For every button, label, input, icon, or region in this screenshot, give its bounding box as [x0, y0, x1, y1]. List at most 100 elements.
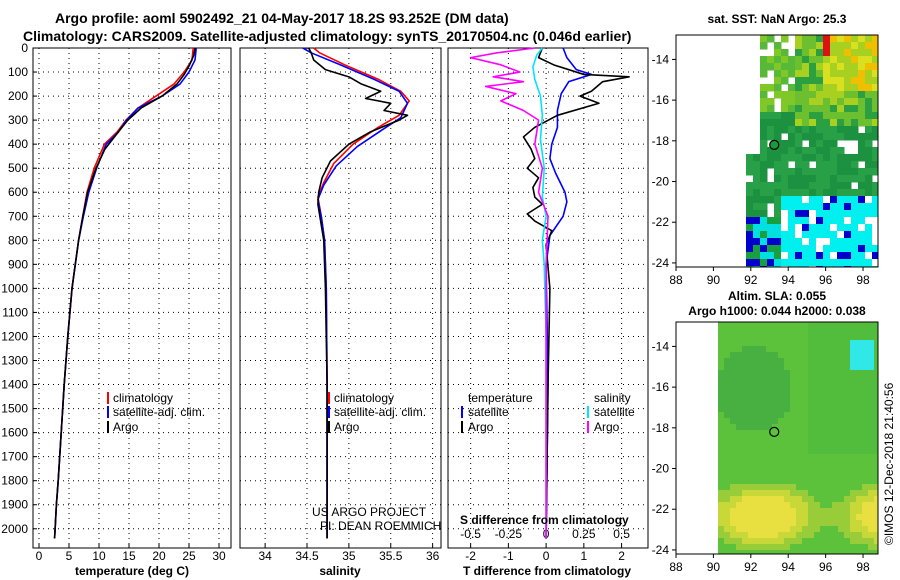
x-tick-label: 1	[581, 549, 588, 563]
y-tick-label: 1800	[1, 474, 28, 488]
y-tick-label: 1200	[1, 329, 28, 343]
pressure-axis: 0 100 200 300 400 500 600 700 800 900 1000 1100 1200…	[1, 41, 37, 536]
s-tick-label: -0.25	[495, 527, 523, 541]
salinity-lines	[302, 47, 410, 539]
y-tick-label: 300	[8, 113, 28, 127]
y-tick-label: 700	[8, 209, 28, 223]
x-tick-label: 10	[92, 549, 106, 563]
y-tick-label: 0	[21, 41, 28, 55]
sst-map-frame	[675, 34, 879, 268]
temperature-x-label: temperature (deg C)	[75, 564, 189, 578]
series-line-salinity-satellite	[532, 47, 547, 539]
map-y-tick-label: -20	[652, 462, 670, 476]
y-tick-label: 100	[8, 65, 28, 79]
map-y-tick-label: -16	[652, 93, 670, 107]
difference-legend: temperature satellite Argo salinity sate…	[461, 391, 635, 434]
profile-x-axes: 0 5 10 15 20 25 30 34 34.5 35 35.5 36 -2 -1 0 1 2 -0.5 -0.…	[36, 527, 631, 563]
sla-map-title-line1: Altim. SLA: 0.055	[728, 289, 826, 303]
legend-label-sal-argo: Argo	[594, 420, 620, 434]
x-tick-label: 35.5	[379, 549, 403, 563]
legend-label-argo: Argo	[334, 420, 360, 434]
imos-credit: ©IMOS 12-Dec-2018 21:40:56	[882, 382, 896, 545]
x-tick-label: 2	[618, 549, 625, 563]
legend-label-satellite: satellite-adj. clim.	[113, 405, 205, 419]
map-y-tick-label: -16	[652, 380, 670, 394]
y-tick-label: 1300	[1, 354, 28, 368]
map-y-tick-label: -24	[652, 256, 670, 270]
argo-position-marker	[769, 139, 780, 150]
s-tick-label: 0.25	[572, 527, 596, 541]
map-x-tick-label: 98	[856, 273, 870, 287]
y-tick-label: 500	[8, 161, 28, 175]
y-tick-label: 600	[8, 185, 28, 199]
map-y-tick-label: -14	[652, 339, 670, 353]
map-x-tick-label: 96	[819, 560, 833, 574]
sla-map-axes: 88 90 92 94 96 98 -14 -16 -18 -20 -22 -24	[652, 339, 870, 574]
series-line-temperature-satellite	[545, 47, 593, 539]
sst-map-field	[746, 35, 878, 267]
x-tick-label: 15	[122, 549, 136, 563]
y-tick-label: 1400	[1, 378, 28, 392]
legend-title-temperature: temperature	[468, 391, 533, 405]
salinity-x-label: salinity	[319, 564, 361, 578]
s-difference-label: S difference from climatology	[460, 513, 629, 527]
map-x-tick-label: 92	[744, 560, 758, 574]
sla-map-field	[718, 322, 878, 554]
x-tick-label: 34.5	[295, 549, 319, 563]
argo-position-marker	[769, 426, 780, 437]
series-line-temperature-argo	[522, 47, 630, 539]
y-tick-label: 400	[8, 137, 28, 151]
map-x-tick-label: 88	[669, 560, 683, 574]
pi-credit: PI: DEAN ROEMMICH	[320, 519, 441, 533]
legend-label-argo: Argo	[113, 420, 139, 434]
map-x-tick-label: 90	[707, 273, 721, 287]
map-x-tick-label: 92	[744, 273, 758, 287]
series-line-satellite-adj-clim-	[53, 47, 197, 539]
s-tick-label: 0.5	[613, 527, 630, 541]
legend-label-satellite: satellite-adj. clim.	[334, 405, 426, 419]
difference-lines	[469, 47, 630, 539]
legend-label-climatology: climatology	[334, 391, 394, 405]
map-y-tick-label: -24	[652, 543, 670, 557]
legend-label-sal-satellite: satellite	[594, 405, 635, 419]
map-y-tick-label: -18	[652, 421, 670, 435]
figure-title-line1: Argo profile: aoml 5902492_21 04-May-201…	[55, 10, 509, 26]
temperature-legend: climatology satellite-adj. clim. Argo	[107, 391, 205, 434]
map-x-tick-label: 94	[782, 273, 796, 287]
x-tick-label: 20	[152, 549, 166, 563]
legend-label-climatology: climatology	[113, 391, 173, 405]
map-y-tick-label: -18	[652, 134, 670, 148]
x-tick-label: 34	[258, 549, 272, 563]
x-tick-label: 25	[182, 549, 196, 563]
salinity-panel-frame	[239, 47, 442, 549]
y-tick-label: 1100	[2, 305, 28, 319]
map-x-tick-label: 90	[707, 560, 721, 574]
map-x-tick-label: 88	[669, 273, 683, 287]
map-x-tick-label: 98	[856, 560, 870, 574]
x-tick-label: 0	[36, 549, 43, 563]
s-tick-label: -0.5	[460, 527, 481, 541]
map-y-tick-label: -22	[652, 215, 670, 229]
y-tick-label: 1000	[1, 281, 28, 295]
legend-label-temp-satellite: satellite	[468, 405, 509, 419]
map-y-tick-label: -14	[652, 52, 670, 66]
map-y-tick-label: -20	[652, 175, 670, 189]
difference-x-label: T difference from climatology	[463, 564, 631, 578]
figure-title-line2: Climatology: CARS2009. Satellite-adjuste…	[23, 28, 631, 44]
temperature-lines	[53, 47, 197, 539]
y-tick-label: 1700	[1, 450, 28, 464]
sst-map-axes: 88 90 92 94 96 98 -14 -16 -18 -20 -22 -24	[652, 52, 870, 287]
y-tick-label: 900	[8, 257, 28, 271]
map-x-tick-label: 94	[782, 560, 796, 574]
map-x-tick-label: 96	[819, 273, 833, 287]
y-tick-label: 800	[8, 233, 28, 247]
map-y-tick-label: -22	[652, 502, 670, 516]
x-tick-label: 0	[543, 549, 550, 563]
sst-map-title: sat. SST: NaN Argo: 25.3	[708, 12, 847, 26]
legend-label-temp-argo: Argo	[468, 420, 494, 434]
y-tick-label: 1600	[1, 426, 28, 440]
series-line-climatology	[53, 47, 194, 539]
x-tick-label: 5	[66, 549, 73, 563]
series-line-salinity-argo	[469, 47, 549, 539]
